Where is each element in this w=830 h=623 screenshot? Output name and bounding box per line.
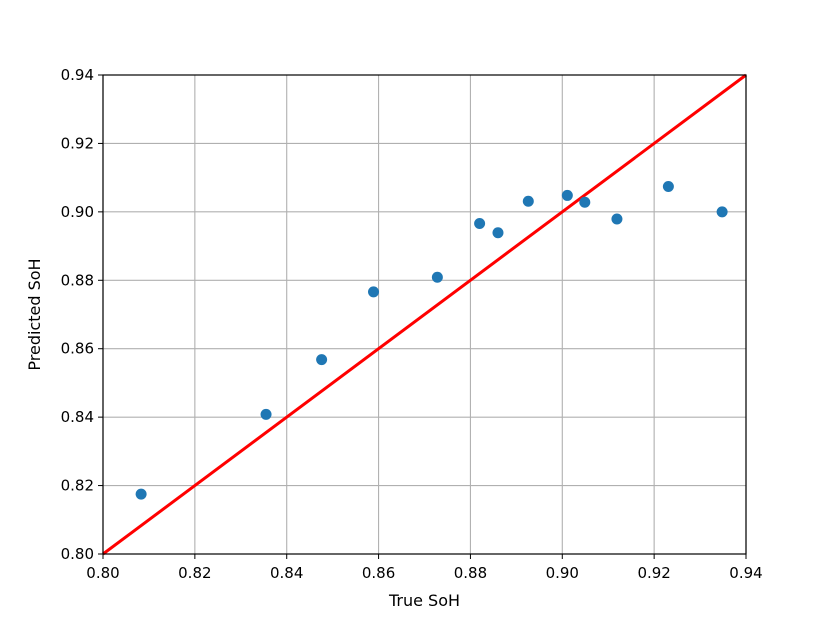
reference-line-layer — [102, 73, 747, 556]
data-point — [474, 217, 486, 229]
data-point — [135, 488, 147, 500]
data-point — [611, 213, 623, 225]
data-point — [492, 227, 504, 239]
data-point — [579, 196, 591, 208]
plot-frame — [102, 74, 747, 555]
y-tick-label: 0.84 — [61, 408, 94, 426]
data-point — [431, 271, 443, 283]
data-points — [135, 181, 728, 500]
grid — [102, 74, 747, 555]
y-tick-label: 0.88 — [61, 271, 94, 289]
data-point — [522, 195, 534, 207]
x-tick-label: 0.94 — [729, 564, 762, 582]
data-point — [368, 286, 380, 298]
y-tick-label: 0.94 — [61, 66, 94, 84]
data-point — [260, 408, 272, 420]
y-tick-label: 0.92 — [61, 134, 94, 152]
data-point — [316, 354, 328, 366]
x-axis-label: True SoH — [388, 591, 460, 610]
x-tick-label: 0.82 — [178, 564, 211, 582]
data-point — [716, 206, 728, 218]
x-tick-label: 0.84 — [270, 564, 303, 582]
x-tick-label: 0.86 — [362, 564, 395, 582]
y-tick-label: 0.86 — [61, 340, 94, 358]
data-point — [662, 181, 674, 193]
data-point — [561, 189, 573, 201]
y-tick-label: 0.82 — [61, 477, 94, 495]
x-tick-label: 0.90 — [546, 564, 579, 582]
x-tick-label: 0.80 — [86, 564, 119, 582]
y-tick-label: 0.80 — [61, 545, 94, 563]
y-axis-label: Predicted SoH — [25, 258, 44, 370]
reference-line — [102, 73, 747, 556]
x-tick-label: 0.88 — [454, 564, 487, 582]
axis-ticks: 0.80 0.82 0.84 0.86 0.88 0.90 0.92 0.94 0.80 0.82… — [61, 66, 763, 582]
x-tick-label: 0.92 — [637, 564, 670, 582]
y-tick-label: 0.90 — [61, 203, 94, 221]
